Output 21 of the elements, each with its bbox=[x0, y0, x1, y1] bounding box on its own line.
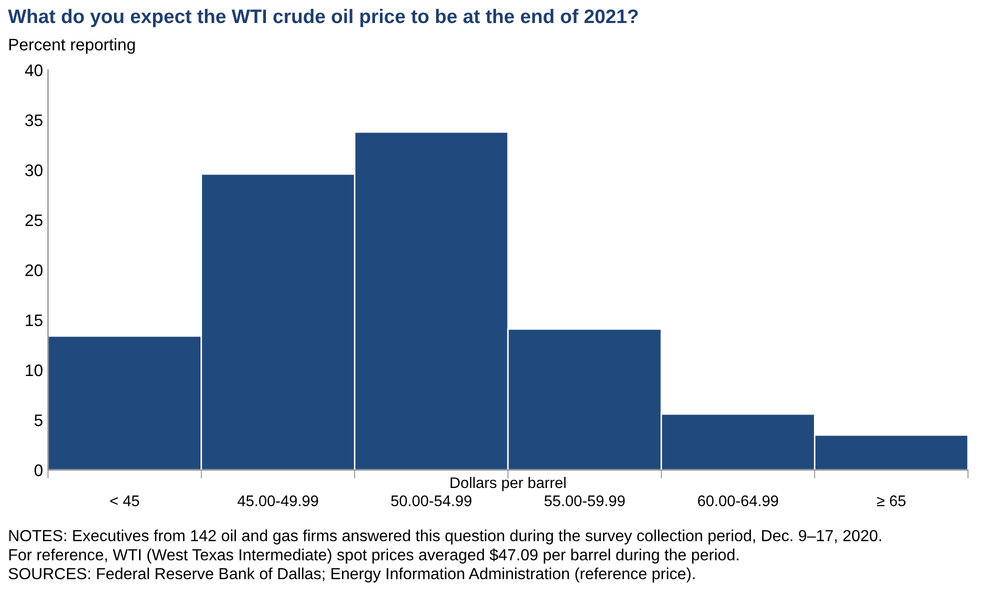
x-tick-label: < 45 bbox=[110, 496, 140, 506]
y-tick-label: 5 bbox=[34, 414, 42, 426]
y-tick-label: 15 bbox=[26, 314, 42, 326]
y-tick-label: 40 bbox=[24, 64, 42, 76]
y-axis-title: Percent reporting bbox=[9, 38, 135, 54]
x-tick-label: ≥ 65 bbox=[877, 495, 906, 506]
y-tick-label: 0 bbox=[34, 464, 42, 476]
source-note: SOURCES: Federal Reserve Bank of Dallas; Energy Information Administration (reference price). bbox=[8, 568, 695, 582]
y-tick-label: 25 bbox=[25, 214, 42, 226]
y-tick-label: 35 bbox=[25, 114, 42, 126]
x-tick-label: 55.00-59.99 bbox=[544, 495, 625, 506]
x-tick-label: 45.00-49.99 bbox=[238, 495, 318, 506]
y-tick-label: 10 bbox=[26, 364, 42, 376]
x-tick-label: 50.00-54.99 bbox=[391, 495, 472, 506]
y-tick-label: 30 bbox=[25, 164, 42, 176]
text: For reference, WTI (West Texas Intermediate) spot prices averaged $47.09 per barrel during the period. bbox=[9, 548, 738, 564]
x-axis-title: Dollars per barrel bbox=[450, 476, 566, 492]
x-tick-label: 60.00-64.99 bbox=[698, 495, 778, 506]
chart-title: What do you expect the WTI crude oil price to be at the end of 2021? bbox=[8, 8, 638, 28]
text: NOTES: Executives from 142 oil and gas firms answered this question during the survey collection period, Dec. 9–17, 2020. bbox=[9, 530, 882, 544]
y-tick-label: 20 bbox=[25, 264, 42, 276]
